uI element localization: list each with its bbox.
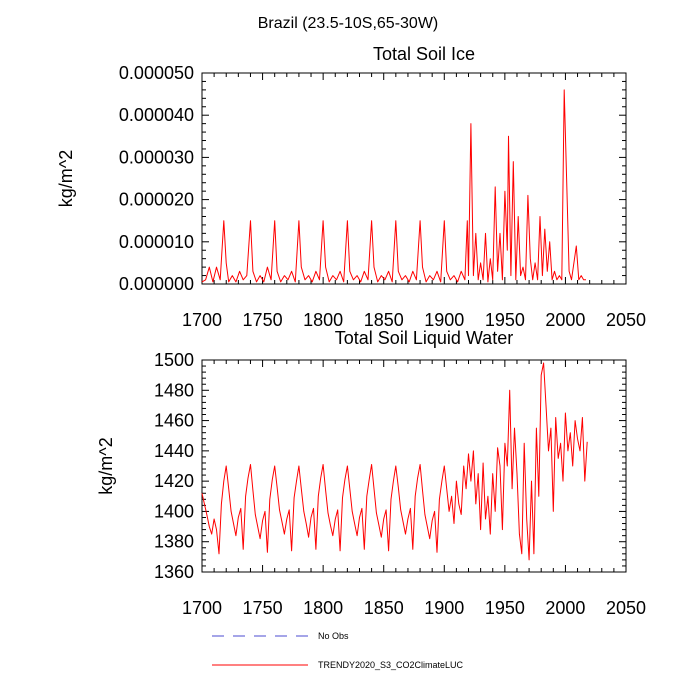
figure-title: Brazil (23.5-10S,65-30W) [258,15,439,32]
x-tick-label: 1700 [182,598,222,618]
y-tick-label: 0.000020 [119,190,194,210]
plot-frame [201,359,627,573]
soil-liquid-water-panel: Total Soil Liquid Water kg/m^2 1700 1750 180… [96,328,646,618]
legend-label-trendy: TRENDY2020_S3_CO2ClimateLUC [318,660,464,670]
x-tick-label: 2000 [545,310,585,330]
chart-title: Total Soil Ice [373,44,475,64]
y-tick-label: 1480 [154,380,194,400]
x-tick-label: 1800 [303,598,343,618]
y-axis-label: kg/m^2 [96,437,116,494]
x-tick-label: 1900 [424,310,464,330]
y-tick-label: 0.000000 [119,274,194,294]
y-tick-label: 1420 [154,471,194,491]
y-tick-label: 0.000010 [119,232,194,252]
x-tick-label: 2050 [606,310,646,330]
y-tick-label: 1460 [154,411,194,431]
x-tick-label: 1850 [364,598,404,618]
x-tick-label: 1750 [243,310,283,330]
x-tick-label: 1950 [485,310,525,330]
x-tick-label: 1750 [243,598,283,618]
y-tick-label: 0.000030 [119,147,194,167]
y-tick-label: 1500 [154,350,194,370]
y-tick-label: 1440 [154,441,194,461]
legend-label-no-obs: No Obs [318,631,349,641]
legend: No Obs TRENDY2020_S3_CO2ClimateLUC [212,631,464,670]
soil-ice-panel: Total Soil Ice kg/m^2 1700 1750 1800 1850 1900… [56,44,646,330]
x-tick-label: 1850 [364,310,404,330]
y-tick-label: 0.000040 [119,105,194,125]
x-tick-label: 1800 [303,310,343,330]
y-tick-label: 1400 [154,501,194,521]
series-line [201,362,588,561]
series-line [201,89,586,283]
x-tick-label: 1900 [424,598,464,618]
y-tick-label: 1360 [154,562,194,582]
x-tick-label: 1700 [182,310,222,330]
y-axis-label: kg/m^2 [56,150,76,207]
x-tick-label: 2050 [606,598,646,618]
x-tick-label: 1950 [485,598,525,618]
y-tick-label: 0.000050 [119,63,194,83]
y-tick-label: 1380 [154,532,194,552]
chart-title: Total Soil Liquid Water [335,328,513,348]
x-tick-label: 2000 [545,598,585,618]
plot-frame [201,72,627,285]
